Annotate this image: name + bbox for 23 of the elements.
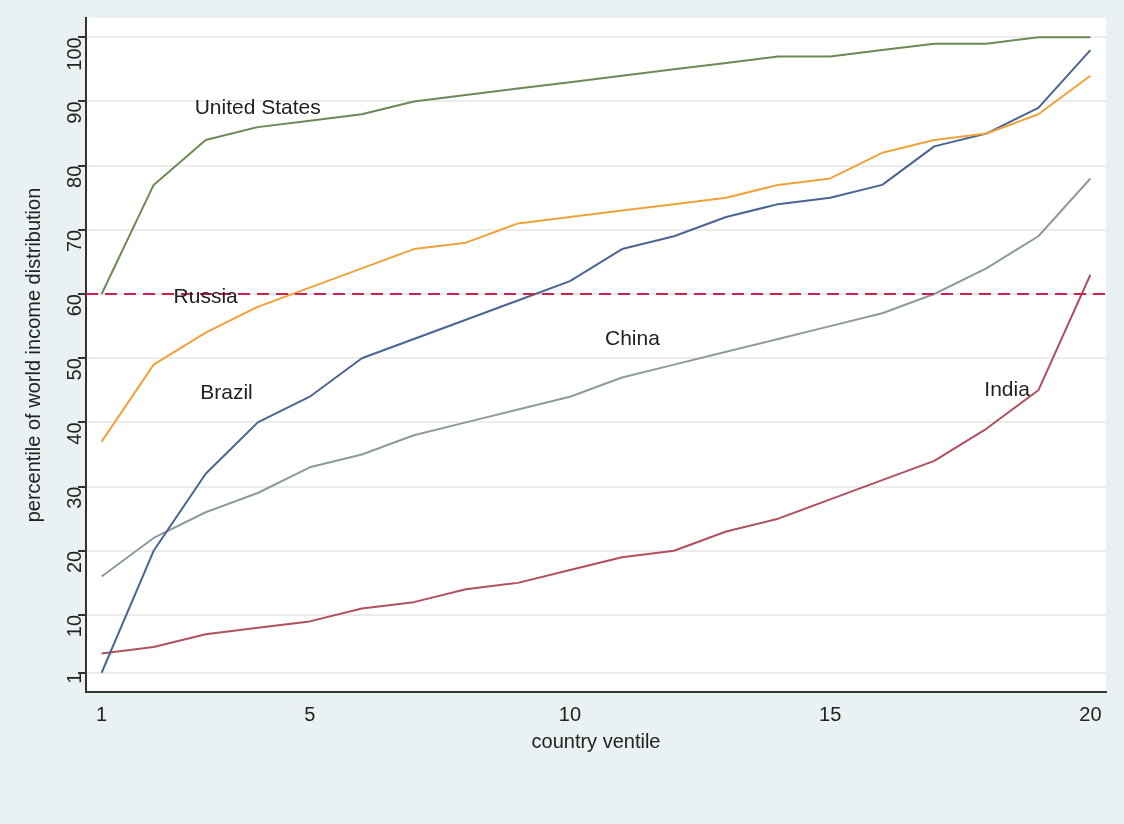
y-tick-label: 50 [62,358,85,381]
series-label: India [984,377,1031,401]
y-tick-label: 20 [62,550,85,574]
series-label: Russia [173,284,239,308]
y-tick-label: 70 [62,229,85,253]
x-tick-label: 5 [304,702,316,725]
x-tick-label: 1 [96,702,108,725]
series-label: China [604,325,661,349]
y-tick-label: 80 [62,165,85,188]
x-tick-label: 10 [558,702,582,725]
x-tick-label: 15 [819,702,842,725]
x-axis-title: country ventile [531,729,661,752]
y-tick-label: 30 [62,486,85,509]
y-tick-label: 10 [62,614,85,638]
y-tick-label: 90 [62,101,85,124]
y-tick-label: 100 [62,37,85,71]
y-tick-label: 60 [62,294,85,317]
y-tick-label: 40 [62,422,85,445]
y-axis-title: percentile of world income distribution [21,187,44,523]
series-label: United States [194,94,321,118]
series-label: Brazil [200,380,253,404]
x-tick-label: 20 [1079,702,1102,725]
y-tick-label: 1 [62,672,85,684]
